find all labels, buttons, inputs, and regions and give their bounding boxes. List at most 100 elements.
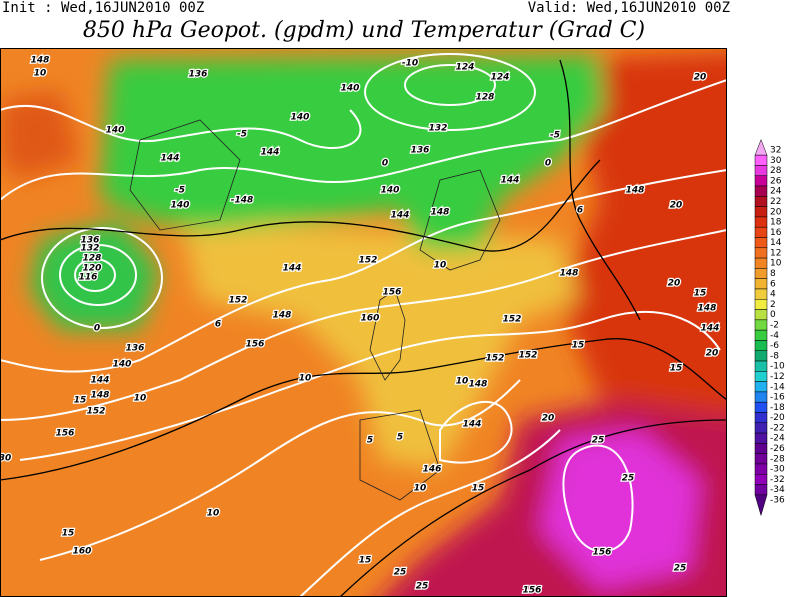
colorbar-label: -24 bbox=[770, 434, 785, 444]
colorbar-cell bbox=[754, 175, 768, 187]
contour-label: 0 bbox=[545, 159, 551, 169]
colorbar-cell bbox=[754, 371, 768, 382]
contour-label: 10 bbox=[134, 394, 147, 404]
colorbar-cell bbox=[754, 412, 768, 424]
contour-label: 144 bbox=[261, 148, 280, 158]
contour-label: 148 bbox=[31, 56, 50, 66]
contour-label: 140 bbox=[113, 360, 132, 370]
contour bbox=[299, 429, 561, 597]
valid-time: Valid: Wed,16JUN2010 00Z bbox=[528, 0, 730, 16]
colorbar-label: 30 bbox=[770, 156, 782, 166]
contour-label: 15 bbox=[359, 556, 372, 566]
colorbar-label: -18 bbox=[770, 403, 785, 413]
contour-label: 30 bbox=[0, 454, 11, 464]
contour-label: 156 bbox=[246, 340, 265, 350]
contour bbox=[19, 311, 721, 461]
contour-label: 25 bbox=[674, 564, 687, 574]
contour-label: 10 bbox=[456, 377, 469, 387]
contour-label: 156 bbox=[383, 288, 402, 298]
colorbar-cell bbox=[754, 484, 768, 496]
contour-label: 136 bbox=[189, 70, 208, 80]
contour-label: 25 bbox=[622, 474, 635, 484]
contour-label: 148 bbox=[273, 311, 292, 321]
colorbar-label: -22 bbox=[770, 423, 785, 433]
colorbar-cell bbox=[754, 226, 768, 238]
colorbar-cell bbox=[754, 278, 768, 290]
contour-label: 10 bbox=[207, 509, 220, 519]
contour-label: 148 bbox=[626, 186, 645, 196]
cool-tongue bbox=[180, 220, 580, 470]
colorbar-label: -28 bbox=[770, 454, 785, 464]
colorbar-cell bbox=[754, 185, 768, 197]
colorbar-cell bbox=[754, 443, 768, 454]
colorbar-cell bbox=[754, 139, 768, 156]
colorbar-cell bbox=[754, 381, 768, 393]
colorbar-cell bbox=[754, 329, 768, 341]
contour-label: -5 bbox=[237, 130, 247, 140]
colorbar-label: 28 bbox=[770, 166, 782, 176]
colorbar-cell bbox=[754, 463, 768, 475]
colorbar-label: -2 bbox=[770, 321, 779, 331]
colorbar-cell bbox=[754, 309, 768, 321]
contour-label: 152 bbox=[359, 256, 378, 266]
colorbar-cell bbox=[754, 422, 768, 434]
contour-label: 15 bbox=[670, 364, 683, 374]
isotherm bbox=[339, 419, 727, 597]
contour bbox=[404, 64, 496, 106]
contour-label: 0 bbox=[382, 159, 388, 169]
contour-label: 156 bbox=[593, 548, 612, 558]
contour bbox=[0, 79, 727, 201]
colorbar-cell bbox=[754, 432, 768, 444]
contour-label: 156 bbox=[523, 586, 542, 596]
init-time: Init : Wed,16JUN2010 00Z bbox=[2, 0, 204, 16]
colorbar-label: 4 bbox=[770, 290, 776, 300]
contour-label: 152 bbox=[503, 315, 522, 325]
colorbar: 32302826242220181614121086420-2-4-6-8-10… bbox=[754, 139, 785, 517]
contour-label: 20 bbox=[542, 414, 555, 424]
colorbar-cell bbox=[754, 268, 768, 279]
contour-label: 148 bbox=[698, 304, 717, 314]
contour-label: 132 bbox=[81, 244, 100, 254]
colorbar-label: -20 bbox=[770, 413, 785, 423]
contour-label: 15 bbox=[62, 529, 75, 539]
contour-label: 10 bbox=[434, 261, 447, 271]
contour-label: 148 bbox=[91, 391, 110, 401]
contour bbox=[0, 229, 727, 421]
colorbar-cell bbox=[754, 237, 768, 249]
contour-label: 140 bbox=[291, 113, 310, 123]
contour bbox=[39, 379, 521, 561]
colorbar-cell bbox=[754, 350, 768, 362]
colorbar-cell bbox=[754, 340, 768, 351]
contour-label: 144 bbox=[463, 420, 482, 430]
contour-label: 140 bbox=[381, 186, 400, 196]
contour-label: 160 bbox=[361, 314, 380, 324]
contour-label: 144 bbox=[283, 264, 302, 274]
colorbar-label: 26 bbox=[770, 176, 782, 186]
contour-label: 15 bbox=[572, 341, 585, 351]
contour-label: 136 bbox=[81, 236, 100, 246]
colorbar-label: 18 bbox=[770, 218, 782, 228]
geopotential-contours bbox=[0, 53, 727, 597]
coastlines bbox=[129, 119, 501, 501]
contour-label: 25 bbox=[416, 582, 429, 592]
cold-low bbox=[30, 220, 160, 330]
hottest-core bbox=[540, 430, 700, 590]
contour-label: 128 bbox=[476, 93, 495, 103]
colorbar-cell bbox=[754, 391, 768, 403]
coast-britain bbox=[369, 289, 406, 381]
colorbar-cell bbox=[754, 257, 768, 269]
contour bbox=[41, 227, 163, 329]
map-title: 850 hPa Geopot. (gpdm) und Temperatur (G… bbox=[83, 18, 645, 43]
contour-label: 10 bbox=[34, 69, 47, 79]
contour bbox=[0, 104, 362, 149]
colorbar-cell bbox=[754, 216, 768, 228]
colorbar-label: -34 bbox=[770, 485, 785, 495]
contour-label: 152 bbox=[486, 354, 505, 364]
contour bbox=[74, 258, 116, 292]
colorbar-label: 0 bbox=[770, 310, 776, 320]
colorbar-label: -6 bbox=[770, 341, 779, 351]
contour-label: 146 bbox=[423, 465, 442, 475]
colorbar-label: -30 bbox=[770, 465, 785, 475]
contour-label: 20 bbox=[706, 349, 719, 359]
